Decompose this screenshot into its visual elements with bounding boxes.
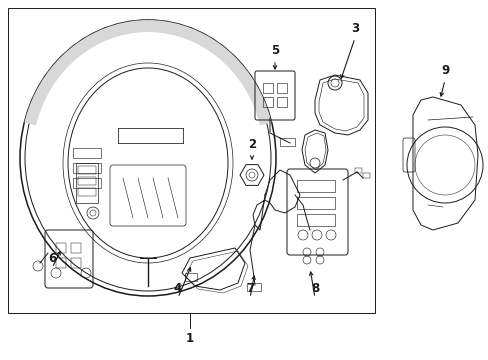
Bar — [276, 97, 286, 107]
Bar — [78, 177, 96, 185]
Bar — [296, 180, 334, 192]
Bar — [73, 148, 101, 158]
Bar — [362, 173, 369, 178]
Text: 4: 4 — [174, 282, 182, 294]
Bar — [280, 138, 294, 146]
Text: 8: 8 — [310, 282, 319, 294]
Bar — [78, 166, 96, 174]
Ellipse shape — [68, 68, 227, 258]
Bar — [276, 83, 286, 93]
Bar — [73, 163, 101, 173]
Bar — [71, 258, 81, 268]
Text: 5: 5 — [270, 44, 279, 57]
Bar — [263, 97, 272, 107]
Bar — [56, 243, 66, 253]
Text: 7: 7 — [245, 282, 254, 294]
Text: 2: 2 — [247, 139, 256, 152]
Bar — [296, 214, 334, 226]
Bar — [76, 163, 98, 203]
Text: 6: 6 — [48, 252, 56, 265]
Bar — [296, 197, 334, 209]
Bar — [246, 283, 261, 291]
Bar — [73, 178, 101, 188]
Text: 9: 9 — [440, 63, 448, 77]
Bar — [56, 258, 66, 268]
Text: 3: 3 — [350, 22, 358, 35]
Bar — [354, 168, 361, 173]
Bar — [71, 243, 81, 253]
Bar — [184, 273, 197, 281]
Polygon shape — [24, 20, 271, 125]
Bar — [263, 83, 272, 93]
Text: 1: 1 — [185, 332, 194, 345]
Bar — [8, 8, 374, 313]
Bar — [78, 188, 96, 196]
